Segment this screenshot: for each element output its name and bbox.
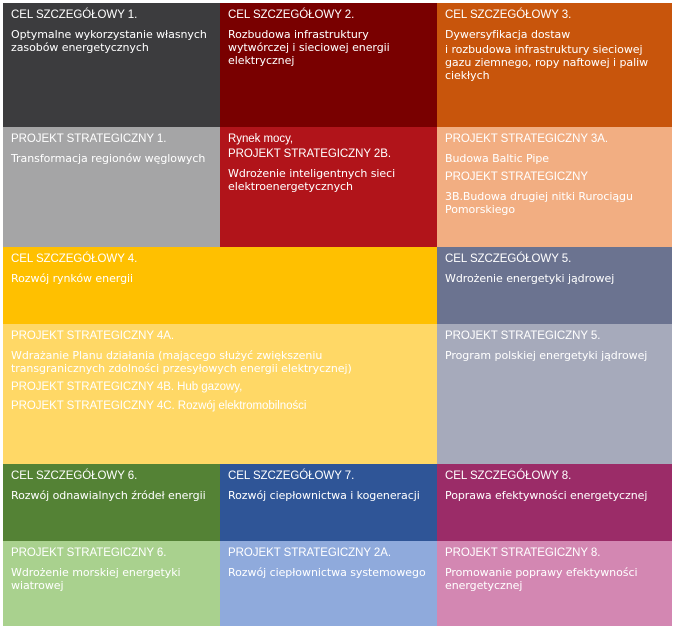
cell-cel-szczegolowy-4: CEL SZCZEGÓŁOWY 4. Rozwój rynków energii <box>3 247 437 324</box>
cell-heading: PROJEKT STRATEGICZNY 1. <box>11 133 167 145</box>
cell-text: Optymalne wykorzystanie własnych zasobów… <box>11 28 207 54</box>
cell-heading: CEL SZCZEGÓŁOWY 5. <box>445 253 572 265</box>
cell-text: Wdrożenie inteligentnych sieci elektroen… <box>228 167 396 193</box>
cell-heading: PROJEKT STRATEGICZNY 6. <box>11 547 167 559</box>
cell-text: Wdrożenie energetyki jądrowej <box>445 272 615 285</box>
cell-projekt-strategiczny-6: PROJEKT STRATEGICZNY 6. Wdrożenie morski… <box>3 541 220 626</box>
cell-heading: PROJEKT STRATEGICZNY 3A. <box>445 133 609 145</box>
cell-heading: Rynek mocy, <box>228 133 294 145</box>
cell-cel-szczegolowy-6: CEL SZCZEGÓŁOWY 6. Rozwój odnawialnych ź… <box>3 464 220 541</box>
cell-projekt-strategiczny-8: PROJEKT STRATEGICZNY 8. Promowanie popra… <box>437 541 672 626</box>
cell-cel-szczegolowy-2: CEL SZCZEGÓŁOWY 2. Rozbudowa infrastrukt… <box>220 3 437 127</box>
cell-projekt-strategiczny-5: PROJEKT STRATEGICZNY 5. Program polskiej… <box>437 324 672 464</box>
cell-heading: PROJEKT STRATEGICZNY 5. <box>445 330 601 342</box>
cell-text: Rozwój rynków energii <box>11 272 134 285</box>
cell-text: Rozwój ciepłownictwa i kogeneracji <box>228 489 420 502</box>
cell-text: Rozbudowa infrastruktury wytwórczej i si… <box>228 28 390 67</box>
cell-text: PROJEKT STRATEGICZNY 4C. Rozwój elektrom… <box>11 400 307 412</box>
cell-projekt-strategiczny-1: PROJEKT STRATEGICZNY 1. Transformacja re… <box>3 127 220 247</box>
cell-heading: CEL SZCZEGÓŁOWY 7. <box>228 470 355 482</box>
cell-cel-szczegolowy-1: CEL SZCZEGÓŁOWY 1. Optymalne wykorzystan… <box>3 3 220 127</box>
cell-text: Wdrażanie Planu działania (mającego służ… <box>11 349 352 375</box>
cell-projekt-strategiczny-4a: PROJEKT STRATEGICZNY 4A. Wdrażanie Planu… <box>3 324 437 464</box>
cell-projekt-strategiczny-2b: Rynek mocy, PROJEKT STRATEGICZNY 2B. Wdr… <box>220 127 437 247</box>
cell-text: Transformacja regionów węglowych <box>11 152 206 165</box>
cell-projekt-strategiczny-3a: PROJEKT STRATEGICZNY 3A. Budowa Baltic P… <box>437 127 672 247</box>
cell-cel-szczegolowy-3: CEL SZCZEGÓŁOWY 3. Dywersyfikacja dostaw… <box>437 3 672 127</box>
cell-heading: CEL SZCZEGÓŁOWY 2. <box>228 9 355 21</box>
cell-text: Wdrożenie morskiej energetyki wiatrowej <box>11 566 181 592</box>
cell-heading: CEL SZCZEGÓŁOWY 6. <box>11 470 138 482</box>
cell-text: PROJEKT STRATEGICZNY 2B. <box>228 148 392 160</box>
cell-text: PROJEKT STRATEGICZNY 4B. Hub gazowy, <box>11 381 243 393</box>
cell-heading: PROJEKT STRATEGICZNY 2A. <box>228 547 392 559</box>
cell-text: Poprawa efektywności energetycznej <box>445 489 648 502</box>
cell-heading: CEL SZCZEGÓŁOWY 4. <box>11 253 138 265</box>
cell-cel-szczegolowy-7: CEL SZCZEGÓŁOWY 7. Rozwój ciepłownictwa … <box>220 464 437 541</box>
cell-projekt-strategiczny-2a: PROJEKT STRATEGICZNY 2A. Rozwój ciepłown… <box>220 541 437 626</box>
cell-cel-szczegolowy-5: CEL SZCZEGÓŁOWY 5. Wdrożenie energetyki … <box>437 247 672 324</box>
cell-text: Program polskiej energetyki jądrowej <box>445 349 648 362</box>
cell-heading: CEL SZCZEGÓŁOWY 1. <box>11 9 138 21</box>
cell-text: Dywersyfikacja dostaw <box>445 28 571 41</box>
cell-text: 3B.Budowa drugiej nitki Rurociągu Pomors… <box>445 190 633 216</box>
cell-text: Rozwój ciepłownictwa systemowego <box>228 566 426 579</box>
cell-heading: CEL SZCZEGÓŁOWY 3. <box>445 9 572 21</box>
cell-text: Promowanie poprawy efektywności energety… <box>445 566 638 592</box>
cell-text: Budowa Baltic Pipe <box>445 152 550 165</box>
cell-heading: PROJEKT STRATEGICZNY 8. <box>445 547 601 559</box>
cell-text: PROJEKT STRATEGICZNY <box>445 171 588 183</box>
cell-text: i rozbudowa infrastruktury sieciowej gaz… <box>445 43 649 82</box>
cell-cel-szczegolowy-8: CEL SZCZEGÓŁOWY 8. Poprawa efektywności … <box>437 464 672 541</box>
cell-text: Rozwój odnawialnych źródeł energii <box>11 489 206 502</box>
cell-heading: PROJEKT STRATEGICZNY 4A. <box>11 330 175 342</box>
cell-heading: CEL SZCZEGÓŁOWY 8. <box>445 470 572 482</box>
